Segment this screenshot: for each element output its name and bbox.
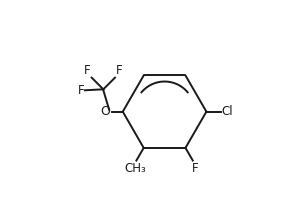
Text: F: F [84, 64, 91, 77]
Text: F: F [116, 64, 122, 77]
Text: F: F [77, 84, 84, 97]
Text: Cl: Cl [222, 105, 233, 118]
Text: O: O [101, 105, 110, 118]
Text: CH₃: CH₃ [124, 162, 146, 175]
Text: F: F [191, 162, 198, 175]
